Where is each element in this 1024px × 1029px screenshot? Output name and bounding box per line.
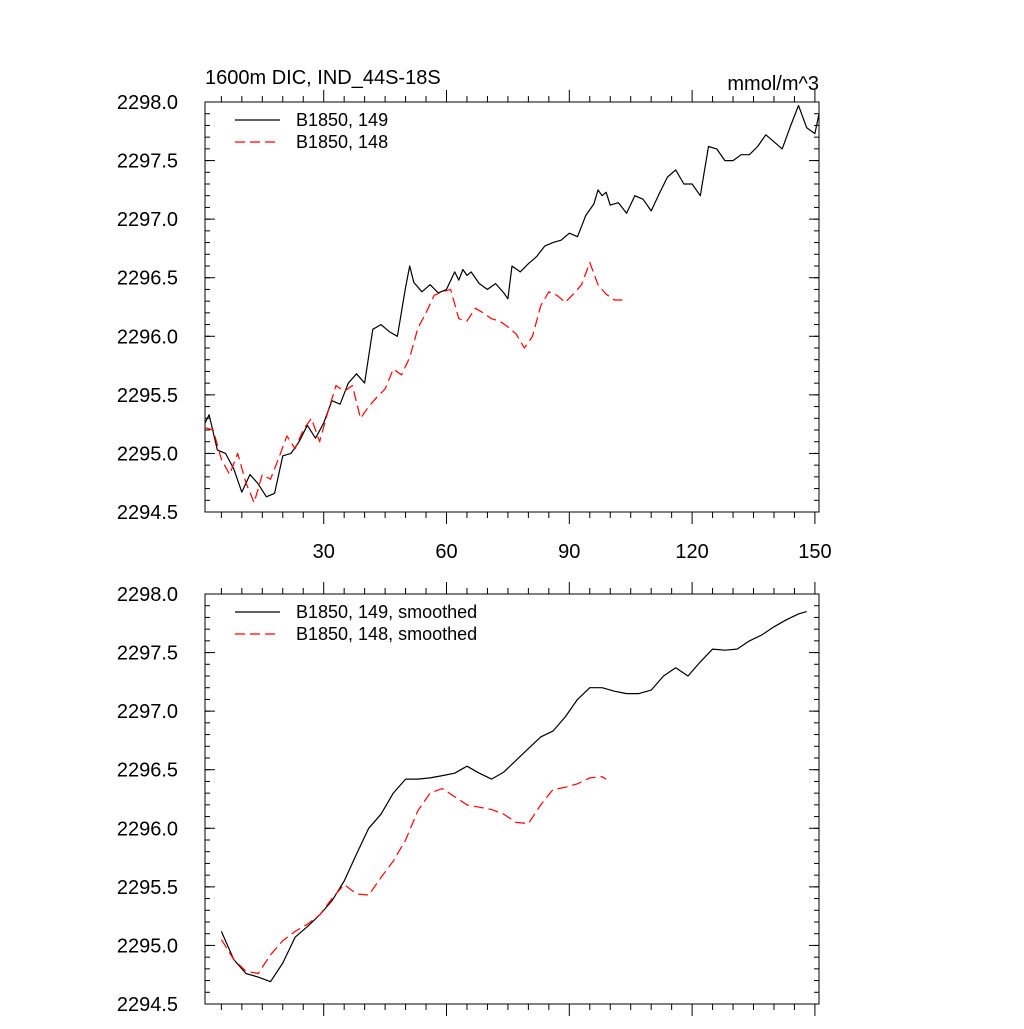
y-tick-label: 2295.0 — [117, 443, 178, 465]
units-label: mmol/m^3 — [727, 73, 819, 95]
plot-frame — [204, 593, 820, 1005]
y-tick-label: 2298.0 — [117, 584, 178, 606]
y-tick-label: 2295.5 — [117, 877, 178, 899]
y-tick-label: 2296.0 — [117, 326, 178, 348]
legend-label-2: B1850, 148 — [296, 132, 388, 152]
chart-title: 1600m DIC, IND_44S-18S — [205, 67, 441, 89]
x-tick-label: 30 — [313, 541, 335, 563]
series-line-1 — [204, 104, 820, 498]
y-tick-label: 2295.0 — [117, 935, 178, 957]
y-tick-label: 2297.5 — [117, 643, 178, 665]
y-tick-label: 2295.5 — [117, 385, 178, 407]
x-tick-label: 90 — [558, 541, 580, 563]
legend-label-1: B1850, 149 — [296, 110, 388, 130]
series-line-1 — [220, 611, 807, 983]
x-tick-label: 150 — [798, 541, 831, 563]
x-tick-label: 120 — [675, 541, 708, 563]
y-tick-label: 2296.0 — [117, 818, 178, 840]
series-line-2 — [204, 261, 623, 504]
chart-panel-1: 2294.5 2295.0 2295.5 2296.0 2296.5 2297.0 2297… — [117, 67, 832, 563]
legend-label-2: B1850, 148, smoothed — [296, 624, 477, 644]
x-tick-label: 60 — [435, 541, 457, 563]
y-tick-label: 2296.5 — [117, 268, 178, 290]
y-tick-label: 2297.0 — [117, 701, 178, 723]
y-tick-label: 2297.0 — [117, 209, 178, 231]
y-tick-label: 2297.5 — [117, 151, 178, 173]
legend-label-1: B1850, 149, smoothed — [296, 602, 477, 622]
series-line-2 — [220, 776, 607, 975]
y-tick-label: 2298.0 — [117, 92, 178, 114]
plot-frame — [204, 101, 820, 513]
y-tick-label: 2294.5 — [117, 502, 178, 524]
y-tick-label: 2296.5 — [117, 760, 178, 782]
chart-panel-2: 2294.5 2295.0 2295.5 2296.0 2296.5 2297.0 2297… — [117, 582, 820, 1016]
y-tick-label: 2294.5 — [117, 994, 178, 1016]
